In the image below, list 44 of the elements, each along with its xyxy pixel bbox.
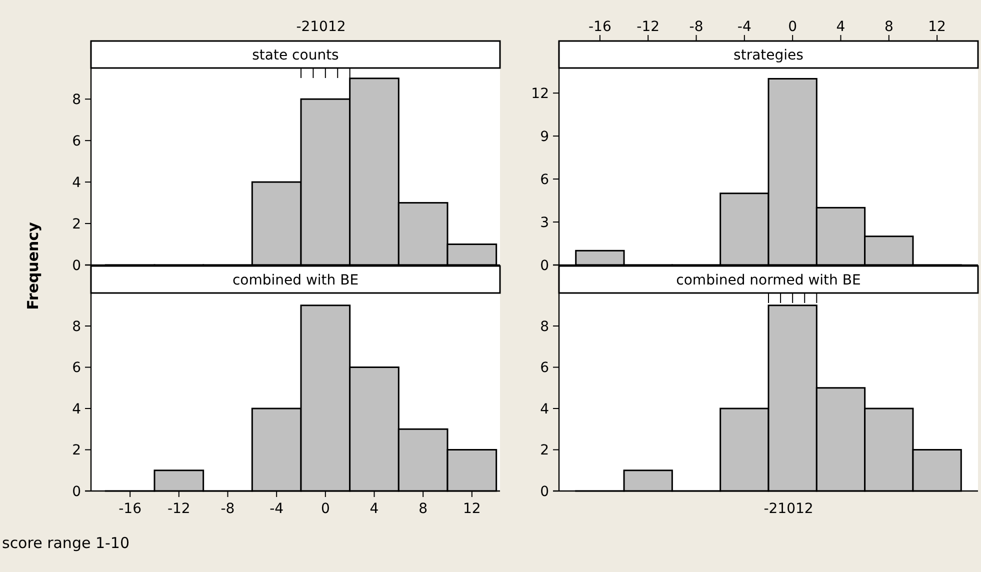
- y-tick-label: 12: [531, 86, 549, 102]
- x-tick-label: 12: [463, 501, 481, 517]
- y-tick-label: 2: [540, 442, 549, 459]
- y-tick-label: 4: [540, 401, 550, 418]
- chart-title: strategies: [734, 47, 804, 64]
- y-axis-title: Frequency: [24, 222, 42, 310]
- y-tick-label: 0: [72, 484, 81, 500]
- x-tick-label: 8: [418, 501, 428, 517]
- x-tick-label: -12: [636, 19, 660, 35]
- x-tick-label: 4: [370, 501, 379, 517]
- y-tick-label: 6: [72, 360, 82, 376]
- y-tick-label: 6: [72, 133, 82, 150]
- y-tick-label: 2: [72, 216, 81, 232]
- x-tick-label: 4: [836, 19, 846, 35]
- x-tick-label: 0: [788, 19, 798, 35]
- y-tick-label: 6: [540, 360, 550, 376]
- chart-title: combined normed with BE: [676, 272, 861, 288]
- y-tick-label: 4: [72, 174, 82, 191]
- x-tick-label: -16: [118, 501, 142, 517]
- y-tick-label: 0: [72, 258, 81, 274]
- y-tick-label: 8: [72, 92, 81, 108]
- y-tick-label: 9: [540, 128, 549, 145]
- x-tick-label: 12: [928, 19, 946, 35]
- y-tick-label: 3: [540, 214, 549, 231]
- y-tick-label: 8: [540, 318, 549, 335]
- text: -21012: [296, 19, 346, 35]
- text: score range 1-10: [2, 534, 130, 552]
- x-tick-label: 8: [884, 19, 894, 35]
- x-tick-label: -8: [689, 19, 704, 35]
- y-tick-label: 8: [72, 318, 81, 335]
- chart-title: combined with BE: [232, 272, 359, 288]
- x-tick-label: -4: [270, 501, 284, 517]
- x-tick-label: -8: [220, 501, 235, 517]
- y-tick-label: 4: [72, 401, 82, 418]
- x-tick-label: -16: [588, 19, 612, 35]
- y-tick-label: 0: [540, 484, 549, 500]
- text: -21012: [764, 501, 814, 517]
- y-tick-label: 6: [540, 172, 550, 188]
- x-tick-label: -4: [737, 19, 752, 35]
- y-tick-label: 2: [72, 442, 81, 459]
- x-tick-label: -12: [167, 501, 190, 517]
- x-tick-label: 0: [320, 501, 330, 517]
- chart-title: state counts: [252, 47, 339, 64]
- y-tick-label: 0: [540, 258, 549, 274]
